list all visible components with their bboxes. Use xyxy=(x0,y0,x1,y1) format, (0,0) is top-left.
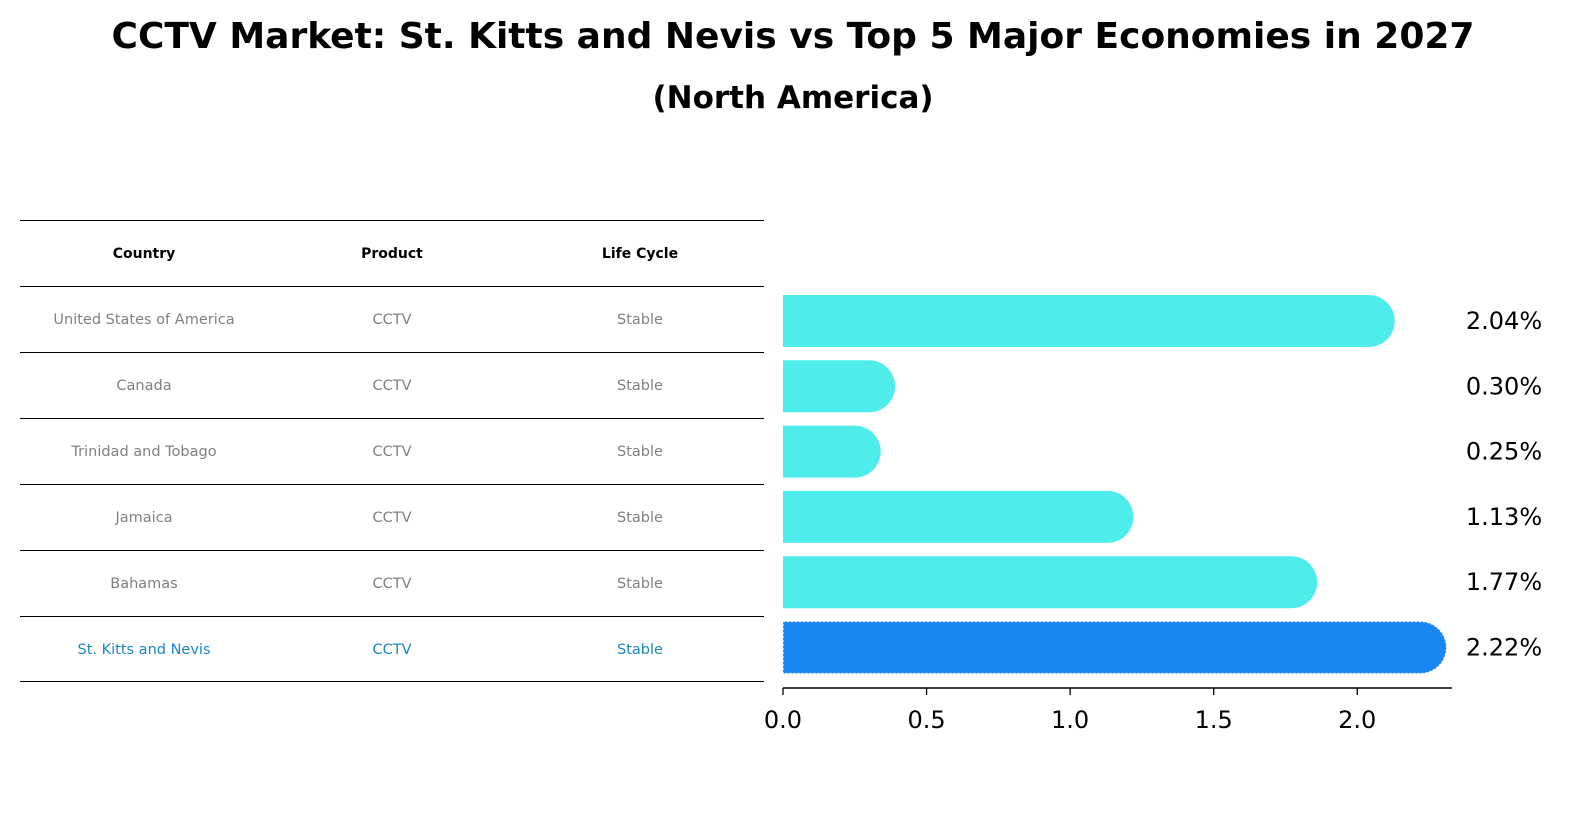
cell-life-cycle: Stable xyxy=(617,576,663,592)
cell-life-cycle: Stable xyxy=(617,312,663,328)
cell-country: Canada xyxy=(116,378,172,394)
table-row: United States of America CCTV Stable xyxy=(20,286,764,352)
bar-value-label: 1.13% xyxy=(1466,503,1542,531)
table-row: Jamaica CCTV Stable xyxy=(20,484,764,550)
x-tick-label: 1.5 xyxy=(1195,706,1233,734)
table-header-row: Country Product Life Cycle xyxy=(20,220,764,286)
table-row: Canada CCTV Stable xyxy=(20,352,764,418)
header-life-cycle: Life Cycle xyxy=(601,246,679,262)
x-tick-label: 1.0 xyxy=(1051,706,1089,734)
cell-country: Trinidad and Tobago xyxy=(71,444,217,460)
bar-value-label: 0.25% xyxy=(1466,438,1542,466)
chart-subtitle: (North America) xyxy=(652,80,934,116)
bar-value-label: 2.22% xyxy=(1466,634,1542,662)
cell-product: CCTV xyxy=(372,510,412,526)
bar-value-label: 0.30% xyxy=(1466,372,1542,400)
table-row: Bahamas CCTV Stable xyxy=(20,550,764,616)
header-product: Product xyxy=(361,246,423,262)
bar xyxy=(783,295,1395,347)
bar xyxy=(783,490,1134,543)
cell-life-cycle: Stable xyxy=(617,444,663,460)
cell-product: CCTV xyxy=(372,642,412,658)
header-country: Country xyxy=(112,246,176,262)
cell-life-cycle: Stable xyxy=(617,510,663,526)
cell-life-cycle: Stable xyxy=(617,378,663,394)
bar-value-label: 2.04% xyxy=(1466,307,1542,335)
bar-highlight xyxy=(782,620,1448,675)
cell-product: CCTV xyxy=(372,312,412,328)
cell-country: Jamaica xyxy=(115,510,173,526)
cell-country: St. Kitts and Nevis xyxy=(77,642,211,658)
cell-product: CCTV xyxy=(372,444,412,460)
table-row: Trinidad and Tobago CCTV Stable xyxy=(20,418,764,484)
chart-title: CCTV Market: St. Kitts and Nevis vs Top … xyxy=(111,16,1475,57)
cell-product: CCTV xyxy=(372,576,412,592)
cell-country: Bahamas xyxy=(110,576,178,592)
cell-product: CCTV xyxy=(372,378,412,394)
bar-value-label: 1.77% xyxy=(1466,568,1542,596)
data-table: Country Product Life Cycle United States… xyxy=(20,220,764,682)
cell-country: United States of America xyxy=(53,312,235,328)
x-tick-label: 2.0 xyxy=(1338,706,1376,734)
cell-life-cycle: Stable xyxy=(617,642,663,658)
x-tick-label: 0.5 xyxy=(907,706,945,734)
x-tick-label: 0.0 xyxy=(764,706,802,734)
bar xyxy=(783,556,1318,609)
bar xyxy=(783,360,896,413)
bar xyxy=(783,425,881,478)
table-row-highlight: St. Kitts and Nevis CCTV Stable xyxy=(20,616,764,682)
